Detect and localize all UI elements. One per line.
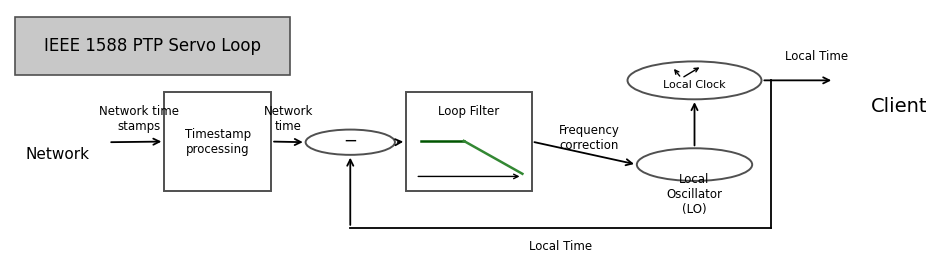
FancyBboxPatch shape bbox=[15, 17, 290, 75]
Circle shape bbox=[306, 130, 395, 155]
Text: −: − bbox=[344, 132, 358, 150]
Text: Local
Oscillator
(LO): Local Oscillator (LO) bbox=[666, 173, 723, 216]
Text: Local Clock: Local Clock bbox=[664, 80, 725, 90]
Text: Local Time: Local Time bbox=[784, 50, 848, 63]
Text: Network: Network bbox=[25, 147, 89, 161]
Circle shape bbox=[627, 61, 762, 99]
Text: IEEE 1588 PTP Servo Loop: IEEE 1588 PTP Servo Loop bbox=[44, 37, 261, 55]
Text: Timestamp
processing: Timestamp processing bbox=[184, 128, 251, 156]
FancyBboxPatch shape bbox=[406, 92, 532, 191]
Circle shape bbox=[636, 148, 753, 181]
Text: Loop Filter: Loop Filter bbox=[438, 105, 500, 118]
Text: Frequency
correction: Frequency correction bbox=[559, 124, 620, 152]
Text: Network time
stamps: Network time stamps bbox=[99, 105, 179, 132]
Text: Client: Client bbox=[870, 97, 928, 116]
FancyBboxPatch shape bbox=[164, 92, 271, 191]
Text: Network
time: Network time bbox=[264, 105, 314, 132]
Text: Local Time: Local Time bbox=[529, 240, 592, 253]
